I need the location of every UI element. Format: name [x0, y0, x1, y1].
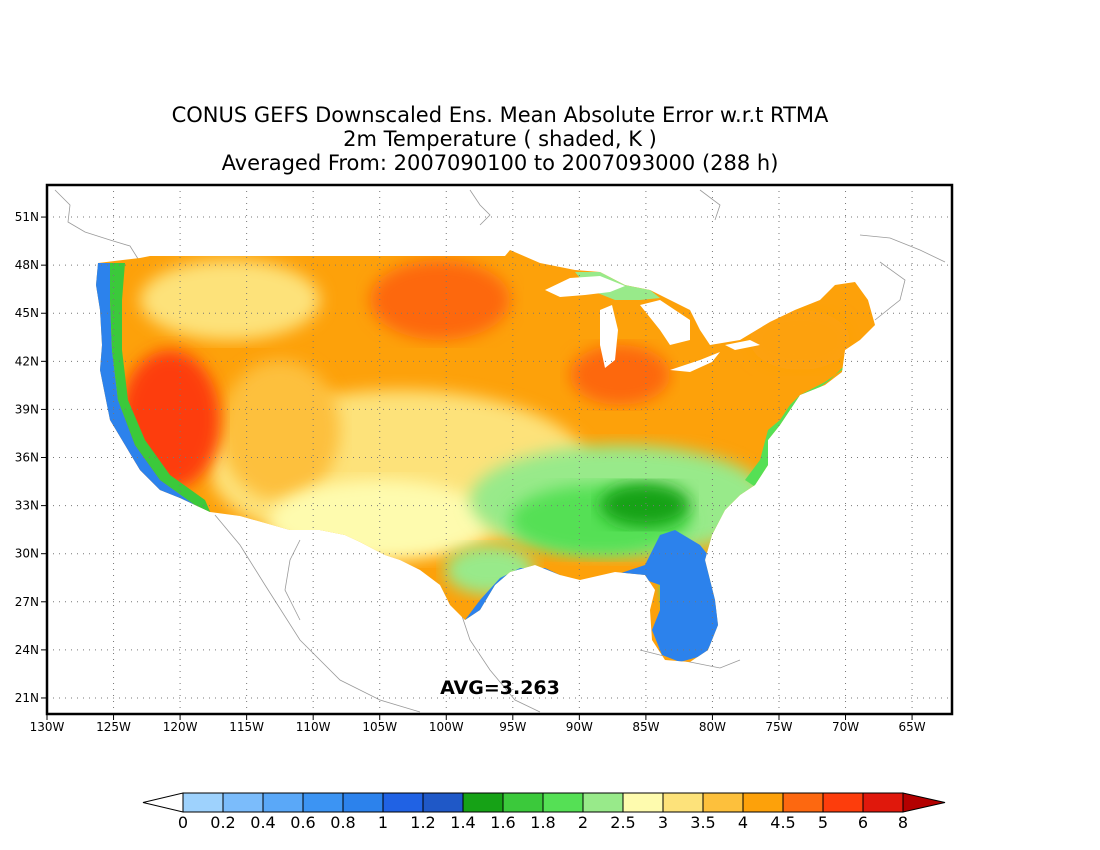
title-line-1: CONUS GEFS Downscaled Ens. Mean Absolute…: [171, 103, 829, 127]
colorbar-swatch: [302, 792, 344, 813]
colorbar-swatch: [782, 792, 824, 813]
colorbar-swatch: [422, 792, 464, 813]
title-line-3: Averaged From: 2007090100 to 2007093000 …: [221, 151, 779, 175]
colorbar-label: 3.5: [690, 813, 715, 832]
colorbar-label: 2: [578, 813, 588, 832]
colorbar-swatch: [662, 792, 704, 813]
colorbar-swatch: [382, 792, 424, 813]
lat-tick-label: 39N: [15, 402, 39, 416]
lat-tick-label: 45N: [15, 306, 39, 320]
colorbar: 0 0.2 0.4 0.6 0.8 1 1.2 1.4 1.6 1.8 2 2.5 3 3.5 4 4.5 5 6…: [142, 792, 946, 832]
patch-atlantic-coast-green: [745, 325, 875, 490]
lon-tick-label: 65W: [899, 720, 926, 734]
colorbar-label: 0.8: [330, 813, 355, 832]
colorbar-swatch: [222, 792, 264, 813]
patch-pacific-coast-green: [110, 263, 212, 516]
lon-tick-label: 100W: [429, 720, 464, 734]
lon-tick-label: 115W: [229, 720, 264, 734]
lon-tick-label: 80W: [699, 720, 726, 734]
lat-tick-label: 24N: [15, 643, 39, 657]
lake-superior: [545, 276, 625, 297]
patch-northeast-orange: [750, 310, 850, 370]
average-annotation: AVG=3.263: [440, 677, 560, 699]
lake-erie: [670, 352, 720, 372]
map-frame: [45, 183, 954, 716]
colorbar-label: 1.2: [410, 813, 435, 832]
map-gridlines: [47, 185, 952, 714]
colorbar-over-arrow: [902, 792, 946, 813]
lake-huron: [640, 300, 690, 345]
colorbar-label: 0: [178, 813, 188, 832]
patch-northwest-yellow: [140, 260, 320, 340]
patch-great-basin: [220, 360, 340, 500]
lat-tick-label: 36N: [15, 451, 39, 465]
lat-tick-label: 27N: [15, 595, 39, 609]
colorbar-label: 5: [818, 813, 828, 832]
colorbar-label: 0.4: [250, 813, 275, 832]
lon-tick-label: 125W: [96, 720, 131, 734]
colorbar-label: 1.8: [530, 813, 555, 832]
coastline-canada: [54, 189, 946, 321]
colorbar-label: 4: [738, 813, 748, 832]
great-lakes: [545, 276, 760, 372]
colorbar-label: 3: [658, 813, 668, 832]
colorbar-swatch: [182, 792, 224, 813]
colorbar-swatch: [822, 792, 864, 813]
lat-tick-label: 21N: [15, 691, 39, 705]
colorbar-label: 0.6: [290, 813, 315, 832]
lon-tick-label: 105W: [362, 720, 397, 734]
patch-montana-red: [370, 260, 510, 340]
patch-midwest-red: [570, 345, 670, 405]
lon-tick-label: 75W: [765, 720, 792, 734]
colorbar-swatch: [862, 792, 904, 813]
lon-tick-label: 95W: [499, 720, 526, 734]
colorbar-label: 6: [858, 813, 868, 832]
colorbar-swatch: [742, 792, 784, 813]
colorbar-swatch: [702, 792, 744, 813]
lon-tick-label: 70W: [832, 720, 859, 734]
longitude-labels: 130W 125W 120W 115W 110W 105W 100W 95W 90W 85W 80W…: [30, 714, 926, 734]
lat-tick-label: 48N: [15, 258, 39, 272]
lon-tick-label: 90W: [566, 720, 593, 734]
colorbar-swatch: [582, 792, 624, 813]
colorbar-swatch: [342, 792, 384, 813]
lon-tick-label: 120W: [163, 720, 198, 734]
lon-tick-label: 130W: [30, 720, 65, 734]
lat-tick-label: 30N: [15, 547, 39, 561]
colorbar-label: 8: [898, 813, 908, 832]
lake-michigan: [600, 305, 618, 368]
lon-tick-label: 85W: [632, 720, 659, 734]
colorbar-swatch: [502, 792, 544, 813]
colorbar-label: 1: [378, 813, 388, 832]
lat-tick-label: 42N: [15, 354, 39, 368]
colorbar-swatch: [542, 792, 584, 813]
lat-tick-label: 51N: [15, 210, 39, 224]
colorbar-swatch: [622, 792, 664, 813]
colorbar-label: 0.2: [210, 813, 235, 832]
colorbar-label: 4.5: [770, 813, 795, 832]
colorbar-label: 2.5: [610, 813, 635, 832]
lon-tick-label: 110W: [296, 720, 331, 734]
colorbar-swatch: [462, 792, 504, 813]
colorbar-swatch: [262, 792, 304, 813]
coastline-mexico: [214, 514, 741, 713]
colorbar-under-arrow: [142, 792, 184, 813]
latitude-labels: 51N 48N 45N 42N 39N 36N 33N 30N 27N 24N 21N: [15, 210, 47, 705]
lake-ontario: [725, 340, 760, 350]
title-line-2: 2m Temperature ( shaded, K ): [343, 127, 657, 151]
colorbar-label: 1.6: [490, 813, 515, 832]
colorbar-label: 1.4: [450, 813, 475, 832]
lat-tick-label: 33N: [15, 499, 39, 513]
map-content: [47, 185, 952, 714]
patch-gulf-coast-blue: [465, 530, 718, 662]
patch-deep-south-darkgreen: [600, 483, 690, 527]
